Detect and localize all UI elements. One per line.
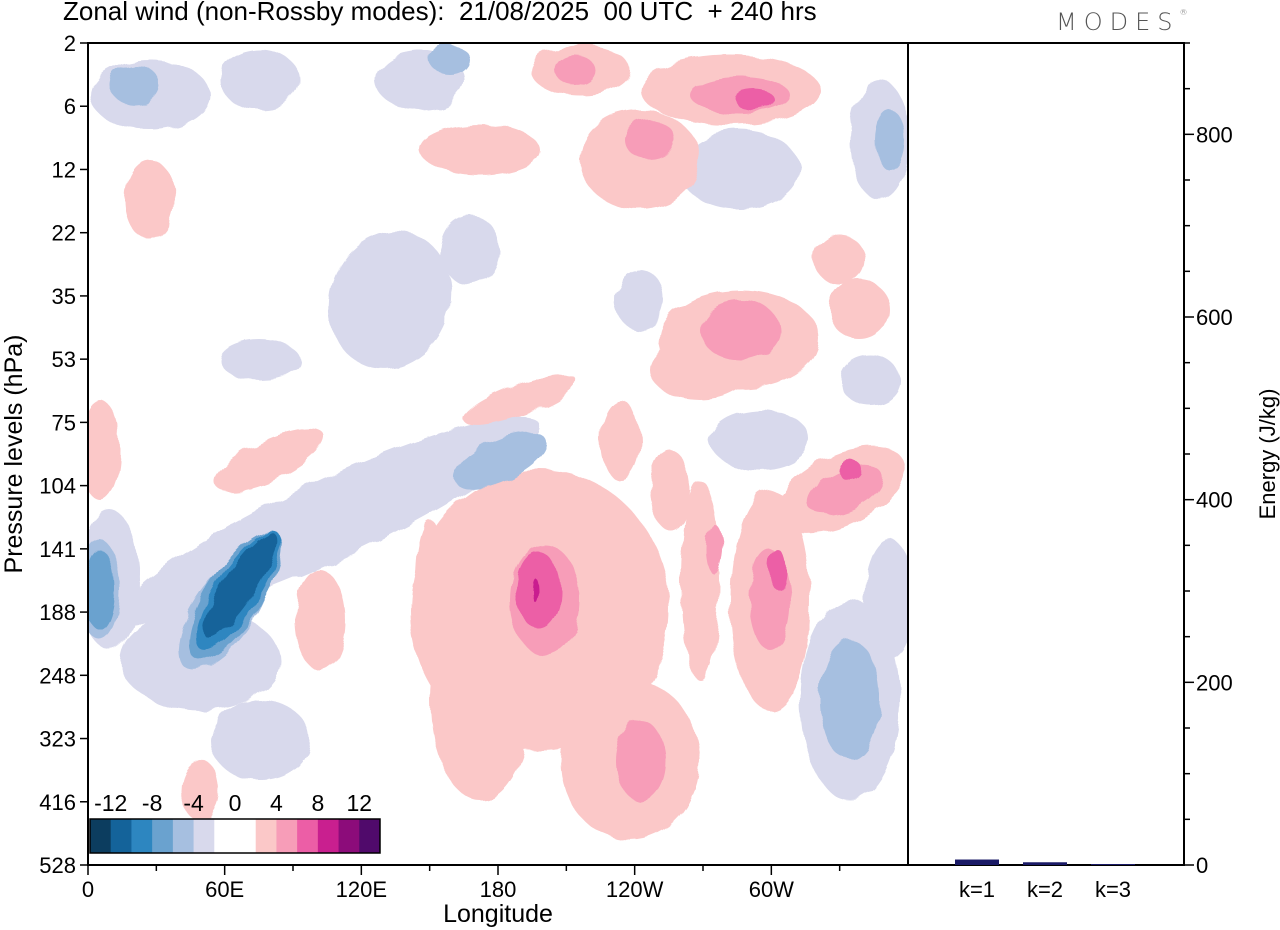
y-tick-label: 6 — [64, 94, 76, 119]
x-tick-label: 120E — [336, 877, 387, 902]
chart-title: Zonal wind (non-Rossby modes): 21/08/202… — [63, 0, 817, 26]
colorbar-swatch — [276, 819, 298, 853]
y-tick-label: 416 — [39, 790, 76, 815]
y-tick-label: 188 — [39, 600, 76, 625]
energy-tick-label: 800 — [1196, 122, 1233, 147]
logo-registered-mark: ® — [1179, 8, 1188, 17]
y-tick-label: 141 — [39, 537, 76, 562]
colorbar-label: 4 — [270, 790, 283, 816]
colorbar-swatch — [297, 819, 319, 853]
y-tick-label: 75 — [52, 410, 76, 435]
y-axis-label: Pressure levels (hPa) — [0, 335, 28, 574]
colorbar-swatch — [255, 819, 277, 853]
x-tick-label: 0 — [82, 877, 94, 902]
energy-bar-k=1 — [955, 859, 999, 865]
energy-axis-label: Energy (J/kg) — [1255, 389, 1280, 520]
y-tick-label: 2 — [64, 31, 76, 56]
colorbar-label: 8 — [311, 790, 324, 816]
energy-category-label: k=1 — [959, 877, 995, 902]
y-axis: 2 6 12 22 35 53 75 104 141 188 248 323 416 528 — [39, 31, 88, 878]
energy-category-label: k=2 — [1027, 877, 1063, 902]
colorbar-swatch — [152, 819, 174, 853]
energy-tick-label: 200 — [1196, 670, 1233, 695]
colorbar-label: -4 — [183, 790, 204, 816]
y-tick-label: 53 — [52, 347, 76, 372]
energy-axis: 0 200 400 600 800 — [1184, 42, 1233, 878]
x-tick-label: 60E — [205, 877, 244, 902]
energy-tick-label: 600 — [1196, 305, 1233, 330]
y-tick-label: 35 — [52, 284, 76, 309]
colorbar-swatch — [172, 819, 195, 853]
modes-logo: MODES® — [1056, 8, 1187, 36]
energy-bars: k=1 k=2 k=3 — [955, 859, 1135, 902]
colorbar-label: 12 — [346, 790, 372, 816]
colorbar-swatch — [131, 819, 153, 853]
x-tick-label: 180 — [480, 877, 517, 902]
contour-field — [88, 45, 908, 840]
y-tick-label: 248 — [39, 663, 76, 688]
colorbar-swatch — [110, 819, 132, 853]
x-axis: 0 60E 120E 180 120W 60W — [82, 865, 841, 902]
y-tick-label: 12 — [52, 157, 76, 182]
colorbar-swatch — [338, 819, 360, 853]
x-axis-label: Longitude — [443, 900, 553, 928]
energy-bar-k=2 — [1023, 862, 1067, 865]
colorbar-swatch — [193, 819, 215, 853]
colorbar-swatch — [317, 819, 340, 853]
colorbar-label: -8 — [142, 790, 162, 816]
energy-plot-frame — [907, 42, 1185, 866]
y-tick-label: 22 — [52, 221, 76, 246]
colorbar-swatch — [90, 819, 112, 853]
x-tick-label: 60W — [749, 877, 794, 902]
colorbar-swatch — [235, 819, 257, 853]
logo-text: MODES — [1056, 8, 1180, 36]
energy-tick-label: 0 — [1196, 853, 1208, 878]
energy-category-label: k=3 — [1095, 877, 1131, 902]
y-tick-label: 323 — [39, 727, 76, 752]
y-tick-label: 528 — [39, 853, 76, 878]
energy-bar-k=3 — [1091, 864, 1135, 865]
colorbar-frame — [89, 818, 381, 854]
colorbar: -12 -8 -4 0 4 8 12 — [89, 790, 381, 854]
y-tick-label: 104 — [39, 474, 76, 499]
colorbar-label: -12 — [94, 790, 127, 816]
x-tick-label: 120W — [606, 877, 664, 902]
colorbar-swatch — [214, 819, 236, 853]
energy-tick-label: 400 — [1196, 488, 1233, 513]
colorbar-label: 0 — [229, 790, 242, 816]
colorbar-swatch — [359, 819, 381, 853]
